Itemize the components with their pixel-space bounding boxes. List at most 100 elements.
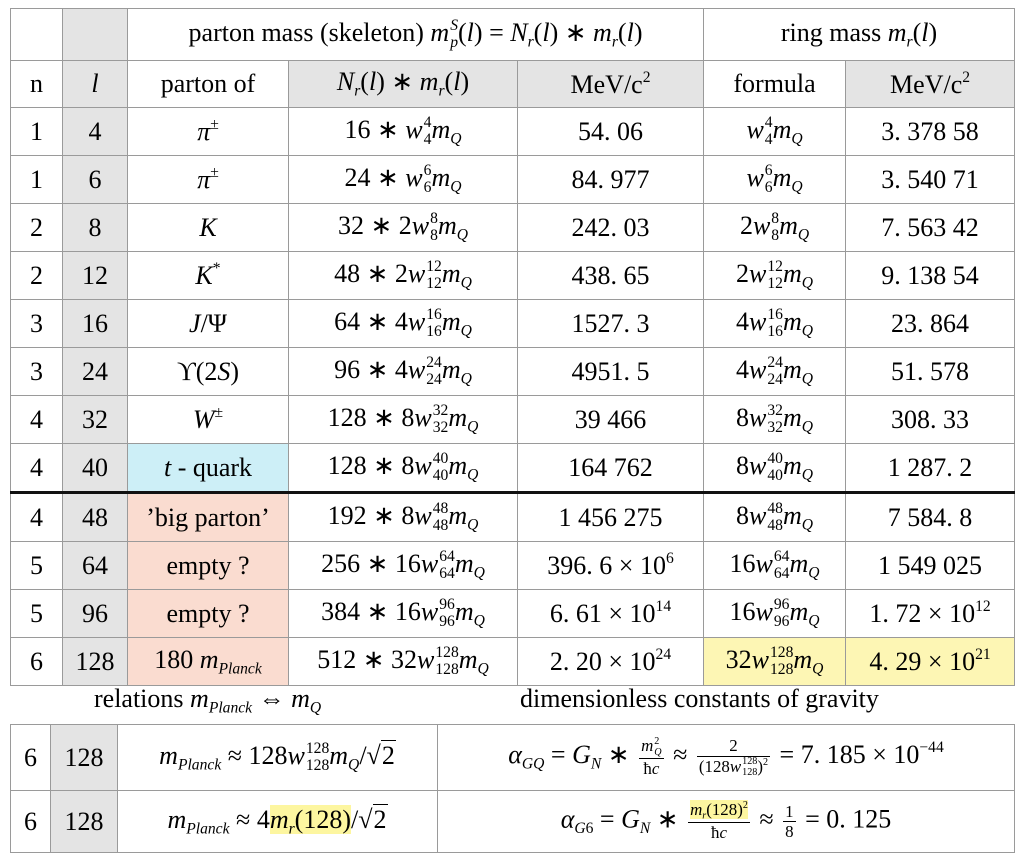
data-row: 3 24 ϒ(2S) 96 ∗ 4w 24 24 mQ 4951. 5 4w 24 24 mQ 51. … bbox=[10, 347, 1016, 396]
subscript: Planck bbox=[178, 756, 221, 773]
variable: K bbox=[195, 260, 213, 290]
table-cell: 32 bbox=[62, 395, 128, 444]
subscript: Q bbox=[802, 516, 813, 533]
table-cell: 5 bbox=[10, 589, 63, 638]
variable: m bbox=[779, 210, 798, 240]
subscript: r bbox=[289, 820, 295, 837]
variable: Q bbox=[477, 660, 489, 678]
table-cell: 39 466 bbox=[516, 395, 705, 444]
subscript: 96 bbox=[439, 612, 455, 630]
superscript: 48 bbox=[432, 500, 449, 518]
script-stack: 96 96 bbox=[774, 597, 790, 630]
script-stack: 16 16 bbox=[767, 307, 783, 340]
variable: w bbox=[749, 354, 767, 384]
superscript: 16 bbox=[426, 306, 442, 324]
subscript: Planck bbox=[209, 699, 252, 716]
variable: w bbox=[414, 500, 432, 530]
table-cell: 4. 29 × 1021 bbox=[845, 637, 1016, 686]
script-stack: 128 128 bbox=[306, 741, 329, 774]
superscript: * bbox=[212, 260, 221, 278]
variable: Q bbox=[801, 418, 814, 436]
variable: w bbox=[420, 596, 439, 626]
variable: w bbox=[755, 596, 773, 626]
superscript: 6 bbox=[423, 162, 432, 180]
variable: m bbox=[448, 402, 468, 432]
header-row: n l parton of Nr(l) ∗ mr(l) MeV/c2 formula MeV… bbox=[10, 60, 1016, 108]
table-cell: 12 bbox=[62, 251, 128, 300]
variable: c bbox=[719, 823, 727, 843]
data-row: 1 4 π± 16 ∗ w 4 4 mQ 54. 06 w 4 4 mQ 3. 378 58 bbox=[10, 107, 1016, 156]
table-cell: 1 bbox=[10, 107, 63, 156]
superscript: 96 bbox=[773, 596, 790, 614]
variable: Planck bbox=[177, 756, 222, 774]
variable: m bbox=[448, 500, 468, 530]
table-cell: 16w 96 96 mQ bbox=[703, 589, 847, 638]
table-cell: 384 ∗ 16w 96 96 mQ bbox=[288, 589, 518, 638]
superscript: 8 bbox=[771, 210, 780, 228]
variable: m bbox=[431, 162, 451, 192]
superscript: 128 bbox=[435, 644, 459, 662]
column-header: parton of bbox=[127, 60, 289, 108]
table-cell: 1 bbox=[10, 155, 63, 204]
subscript: 4 bbox=[764, 130, 773, 148]
variable: p bbox=[450, 33, 458, 51]
table-cell: K bbox=[127, 203, 289, 252]
subscript: 12 bbox=[426, 274, 442, 292]
column-header: formula bbox=[703, 60, 847, 108]
table-cell: 96 bbox=[62, 589, 128, 638]
superscript: 48 bbox=[767, 500, 783, 518]
subscript: Q bbox=[802, 370, 813, 387]
variable: w bbox=[414, 402, 432, 432]
table-cell: 128 ∗ 8w 32 32 mQ bbox=[288, 395, 518, 444]
table-cell: 32w 128 128 mQ bbox=[703, 637, 847, 686]
subscript: 128 bbox=[305, 756, 330, 774]
script-stack: 128 128 bbox=[742, 757, 757, 778]
subscript: Q bbox=[802, 322, 813, 339]
variable: m bbox=[782, 500, 802, 530]
superscript: 64 bbox=[439, 548, 455, 566]
subscript: Q bbox=[798, 226, 809, 243]
variable: m bbox=[437, 210, 457, 240]
table-cell: 4 bbox=[10, 491, 63, 542]
variable: m bbox=[441, 258, 461, 288]
superscript: −44 bbox=[919, 739, 944, 757]
variable: Q bbox=[801, 274, 814, 292]
variable: Planck bbox=[208, 699, 253, 717]
table-cell: 1 287. 2 bbox=[845, 443, 1016, 493]
table-cell: empty ? bbox=[127, 589, 289, 638]
variable: Q bbox=[467, 516, 479, 534]
variable: α bbox=[560, 804, 575, 834]
variable: w bbox=[729, 756, 742, 776]
superscript: 4 bbox=[764, 114, 773, 132]
table-cell: 51. 578 bbox=[845, 347, 1016, 396]
variable: l bbox=[453, 67, 461, 97]
superscript: 96 bbox=[439, 596, 455, 614]
variable: Q bbox=[450, 130, 462, 148]
subscript: Q bbox=[812, 660, 823, 677]
variable: w bbox=[751, 644, 769, 674]
table-cell: 512 ∗ 32w 128 128 mQ bbox=[288, 637, 518, 686]
script-stack: 24 24 bbox=[767, 355, 783, 388]
table-cell: 6 bbox=[62, 155, 128, 204]
superscript: 24 bbox=[655, 646, 672, 664]
subscript: r bbox=[907, 33, 913, 50]
subscript: 64 bbox=[773, 564, 790, 582]
subscript: 128 bbox=[769, 660, 794, 678]
variable: m bbox=[789, 548, 809, 578]
variable: Q bbox=[654, 746, 662, 758]
table-cell: 7 584. 8 bbox=[845, 491, 1016, 542]
data-row: 3 16 J/Ψ 64 ∗ 4w 16 16 mQ 1527. 3 4w 16 16 mQ 23. 86… bbox=[10, 299, 1016, 348]
variable: r bbox=[611, 33, 618, 51]
radicand: 2 bbox=[380, 739, 396, 770]
superscript: 32 bbox=[432, 402, 449, 420]
table-cell: 16 bbox=[62, 299, 128, 348]
numerator: 1 bbox=[783, 801, 796, 822]
variable: Q bbox=[467, 418, 479, 436]
variable: m bbox=[789, 596, 809, 626]
subscript: Q bbox=[450, 130, 461, 147]
